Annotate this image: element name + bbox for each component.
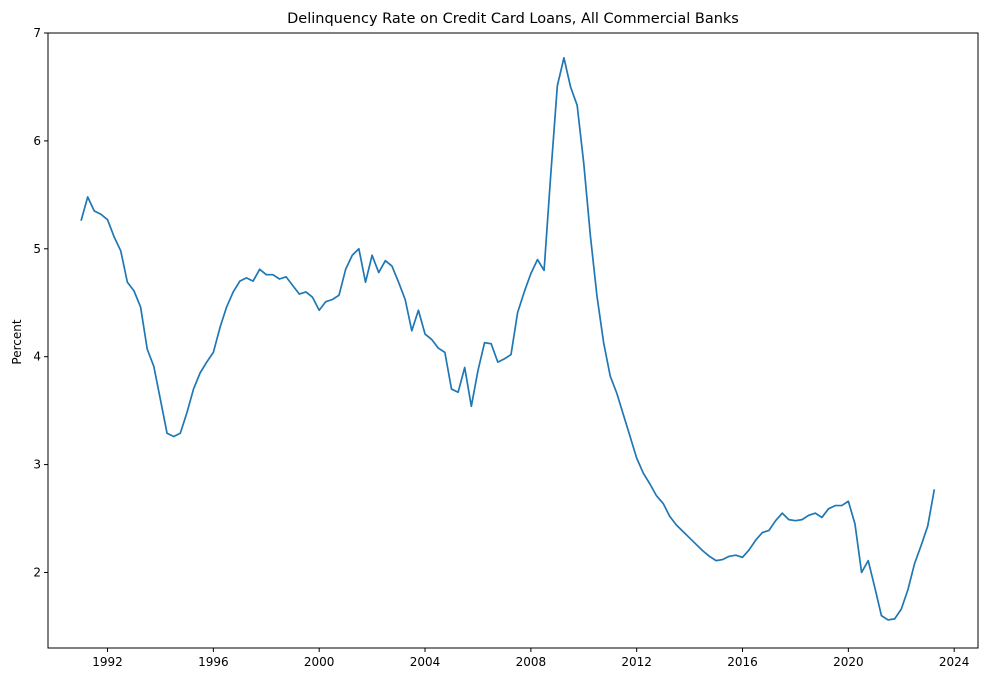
x-tick-label: 2016	[727, 655, 758, 669]
x-tick-label: 2020	[833, 655, 864, 669]
plot-area: 1992 1996 2000 2004 2008 2012 2016 2020 2024 2 3 4 5…	[33, 26, 979, 669]
y-tick-label: 2	[33, 565, 41, 579]
axes-frame	[47, 32, 979, 649]
x-tick-label: 2024	[939, 655, 970, 669]
x-tick-label: 2008	[516, 655, 547, 669]
y-tick-label: 7	[33, 26, 41, 40]
y-tick-label: 4	[33, 350, 41, 364]
series-line-0	[80, 56, 936, 621]
x-tick-label: 2000	[304, 655, 335, 669]
x-tick-label: 2004	[410, 655, 441, 669]
y-tick-label: 3	[33, 458, 41, 472]
chart-title: Delinquency Rate on Credit Card Loans, A…	[287, 11, 739, 27]
x-tick-label: 1992	[92, 655, 123, 669]
y-tick-label: 5	[33, 242, 41, 256]
x-tick-label: 2012	[621, 655, 652, 669]
x-tick-label: 1996	[198, 655, 229, 669]
y-tick-label: 6	[33, 134, 41, 148]
y-axis-label: Percent	[10, 319, 24, 364]
